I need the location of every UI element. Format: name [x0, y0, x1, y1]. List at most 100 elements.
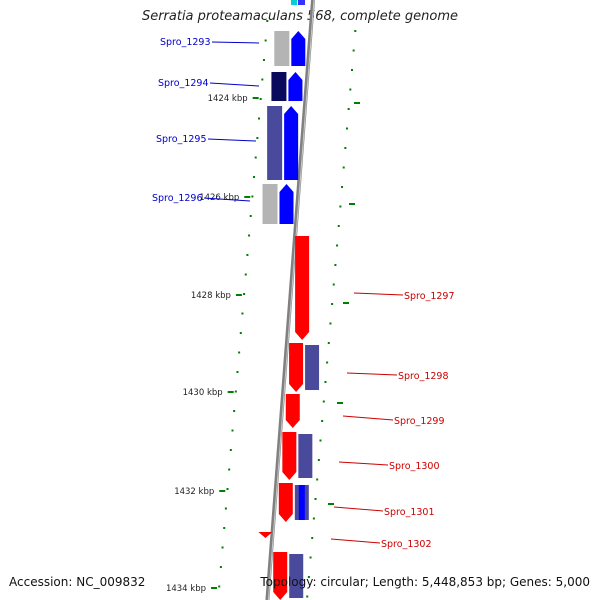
scale-dot	[350, 69, 353, 71]
reverse-gene-arrow	[273, 552, 288, 600]
gene-label[interactable]: Spro_1293	[160, 37, 211, 48]
scale-dot	[228, 468, 231, 471]
scale-tick	[244, 196, 251, 198]
forward-gene-arrow	[291, 31, 306, 66]
scale-dot	[327, 342, 330, 344]
scale-dot	[258, 117, 261, 120]
scale-dot	[332, 283, 335, 286]
cog-category-block	[274, 31, 290, 66]
scale-dot	[329, 322, 332, 325]
gene-label[interactable]: Spro_1302	[381, 539, 432, 550]
scale-dot	[249, 215, 252, 217]
scale-dot	[342, 166, 345, 169]
gene-label-leader	[338, 461, 389, 466]
scale-dot	[253, 176, 256, 178]
genome-backbone-highlight	[267, 0, 315, 600]
scale-tick-label: 1432 kbp	[174, 487, 214, 497]
scale-dot	[322, 400, 325, 403]
scale-dot	[266, 20, 269, 22]
scale-dot	[223, 527, 226, 529]
scale-tick-label: 1428 kbp	[191, 291, 231, 301]
scale-tick-label: 1426 kbp	[199, 193, 239, 203]
scale-dash	[337, 402, 343, 404]
scale-dot	[316, 478, 319, 481]
scale-dot	[244, 273, 247, 276]
cog-category-block	[267, 106, 283, 180]
scale-dot	[314, 498, 317, 500]
gene-fragment-top	[298, 0, 305, 5]
scale-dot	[312, 517, 315, 520]
genome-backbone	[265, 0, 315, 600]
scale-dot	[261, 78, 264, 81]
gene-label-leader	[333, 506, 384, 512]
gene-label-leader	[209, 82, 260, 87]
scale-dot	[243, 293, 246, 295]
scale-dot	[326, 361, 329, 364]
gene-label[interactable]: Spro_1299	[394, 416, 445, 427]
gene-label[interactable]: Spro_1294	[158, 78, 209, 89]
gene-label-leader	[203, 197, 251, 202]
scale-dot	[233, 410, 236, 412]
scale-dash	[343, 302, 349, 304]
gene-label-leader	[342, 415, 394, 421]
scale-dot	[334, 264, 337, 266]
forward-gene-arrow	[284, 106, 299, 180]
scale-dot	[339, 205, 342, 208]
reverse-gene-arrow	[258, 532, 273, 538]
scale-tick-label: 1434 kbp	[166, 584, 206, 594]
scale-dot	[354, 30, 357, 32]
scale-dot	[306, 595, 309, 598]
scale-dot	[262, 59, 265, 61]
scale-dot	[219, 566, 222, 568]
reverse-gene-arrow	[289, 343, 304, 392]
scale-dot	[346, 127, 349, 130]
scale-dot	[344, 147, 347, 149]
reverse-gene-arrow	[282, 432, 297, 480]
scale-dot	[331, 303, 334, 305]
cog-category-block	[262, 184, 278, 224]
gene-label[interactable]: Spro_1295	[156, 134, 207, 145]
scale-dot	[341, 186, 344, 188]
scale-dot	[254, 156, 257, 159]
gene-label[interactable]: Spro_1297	[404, 291, 455, 302]
scale-dot	[256, 137, 259, 139]
scale-dot	[259, 98, 262, 100]
gene-label[interactable]: Spro_1300	[389, 461, 440, 472]
accession-label: Accession: NC_009832	[9, 575, 146, 589]
scale-dot	[236, 371, 239, 373]
cog-category-block	[305, 345, 320, 390]
gene-label[interactable]: Spro_1301	[384, 507, 435, 518]
scale-dot	[321, 420, 324, 422]
scale-dot	[226, 488, 229, 490]
scale-dot	[264, 39, 267, 42]
scale-dash	[349, 203, 355, 205]
scale-tick	[211, 587, 218, 589]
cog-category-block	[271, 72, 287, 101]
scale-dot	[231, 429, 234, 432]
scale-dot	[324, 381, 327, 383]
scale-tick	[227, 391, 234, 393]
cog-category-block	[289, 554, 304, 598]
scale-tick	[252, 97, 259, 99]
gene-label[interactable]: Spro_1296	[152, 193, 203, 204]
scale-dot	[238, 351, 241, 354]
scale-dot	[241, 312, 244, 315]
scale-dash	[354, 102, 360, 104]
scale-dot	[337, 225, 340, 227]
gene-label-leader	[330, 538, 381, 544]
scale-dot	[246, 254, 249, 256]
scale-dot	[352, 49, 355, 52]
gene-label-leader	[346, 372, 398, 376]
gene-label[interactable]: Spro_1298	[398, 371, 449, 382]
scale-tick-label: 1424 kbp	[208, 94, 248, 104]
scale-tick	[235, 294, 242, 296]
reverse-gene-arrow	[285, 394, 300, 428]
forward-gene-inner	[298, 485, 305, 520]
scale-tick	[219, 490, 226, 492]
scale-dot	[218, 585, 221, 588]
scale-dot	[311, 537, 314, 539]
gene-fragment-top	[291, 0, 297, 5]
gene-label-leader	[207, 138, 257, 142]
map-title: Serratia proteamaculans 568, complete ge…	[141, 9, 459, 24]
